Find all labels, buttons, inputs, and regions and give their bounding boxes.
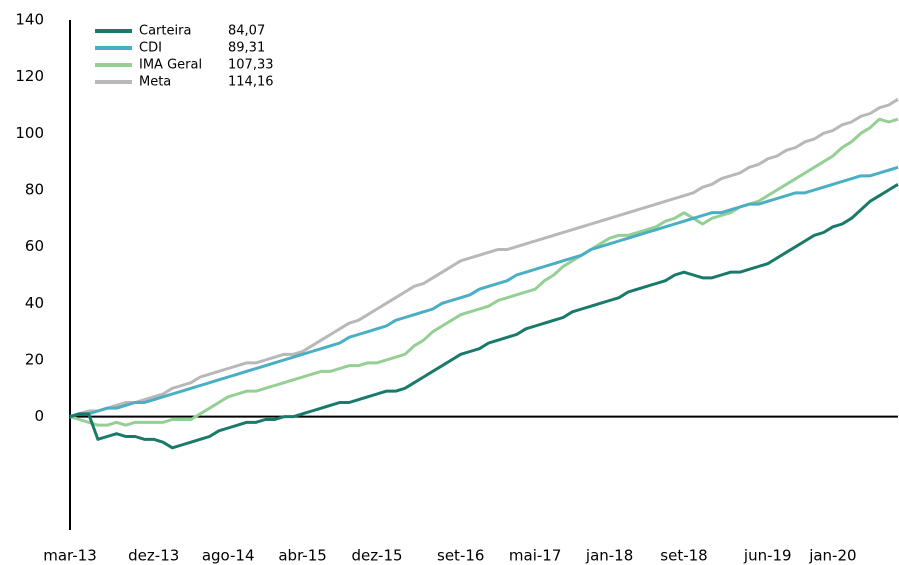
x-tick-label: set-16: [437, 547, 484, 565]
legend-label: IMA Geral: [139, 58, 202, 73]
legend-value: 84,07: [228, 24, 265, 39]
x-tick-label: dez-15: [351, 547, 402, 565]
legend-label: CDI: [139, 41, 162, 56]
series-line: [69, 183, 899, 450]
x-tick-label: abr-15: [278, 547, 326, 565]
y-tick-label: 120: [15, 67, 44, 85]
series-line: [69, 117, 899, 427]
y-tick-label: 20: [25, 351, 44, 369]
y-tick-label: 140: [15, 11, 44, 29]
x-tick-label: jan-18: [585, 547, 633, 565]
legend-value: 114,16: [228, 75, 274, 90]
x-tick-label: jun-19: [743, 547, 792, 565]
y-tick-label: 40: [25, 294, 44, 312]
legend-label: Carteira: [139, 24, 191, 39]
x-tick-label: ago-14: [202, 547, 255, 565]
series-line: [69, 165, 899, 419]
x-tick-label: mar-13: [43, 547, 97, 565]
x-tick-label: jan-20: [808, 547, 856, 565]
legend-value: 89,31: [228, 41, 265, 56]
y-tick-label: 0: [34, 407, 44, 425]
legend-label: Meta: [139, 75, 171, 90]
x-tick-label: dez-13: [128, 547, 179, 565]
y-tick-label: 60: [25, 237, 44, 255]
legend-value: 107,33: [228, 58, 274, 73]
y-tick-label: 80: [25, 181, 44, 199]
x-tick-label: mai-17: [509, 547, 561, 565]
series-line: [69, 98, 899, 419]
x-tick-label: set-18: [660, 547, 707, 565]
y-tick-label: 100: [15, 124, 44, 142]
